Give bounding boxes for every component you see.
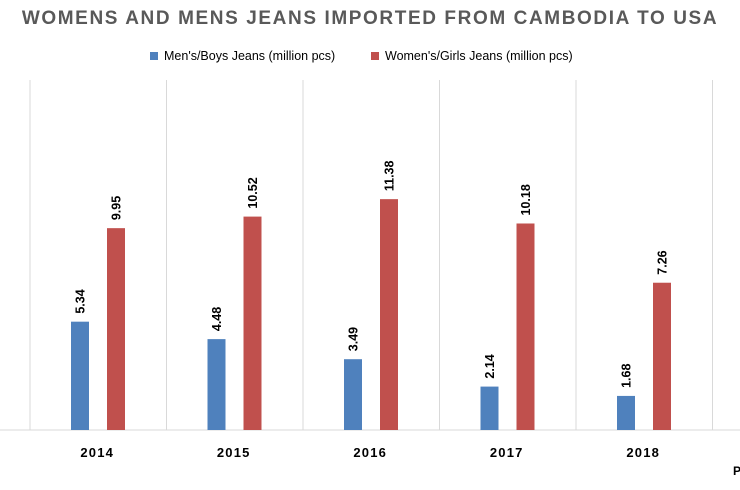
x-tick-label: 2016 [353, 445, 387, 460]
data-label-men: 1.68 [620, 364, 634, 388]
chart-title: WOMENS AND MENS JEANS IMPORTED FROM CAMB… [21, 8, 719, 29]
bar-men [344, 359, 362, 430]
data-label-women: 9.95 [110, 196, 124, 220]
legend-label-women: Women's/Girls Jeans (million pcs) [385, 49, 573, 63]
bars-group [71, 199, 671, 430]
bar-women [243, 216, 262, 430]
data-label-men: 4.48 [210, 307, 224, 331]
data-label-women: 7.26 [656, 250, 670, 274]
data-label-women: 10.52 [246, 177, 260, 208]
data-label-men: 2.14 [483, 354, 497, 378]
data-label-men: 3.49 [347, 327, 361, 351]
category-separators [29, 80, 713, 430]
x-tick-label: 2015 [217, 445, 251, 460]
bar-women [380, 199, 398, 430]
bar-women [653, 282, 671, 430]
bar-men [480, 386, 499, 430]
legend-item-women: Women's/Girls Jeans (million pcs) [371, 49, 573, 63]
x-tick-label: 2014 [80, 445, 114, 460]
bar-men [71, 321, 89, 430]
x-tick-label: 2018 [626, 445, 660, 460]
x-tick-labels: 2014 2015 2016 2017 2018 [80, 445, 660, 460]
x-tick-label: 2017 [490, 445, 524, 460]
data-label-women: 11.38 [383, 161, 397, 192]
chart-legend: Men's/Boys Jeans (million pcs) Women's/G… [0, 49, 740, 69]
bar-men [207, 339, 226, 430]
legend-swatch-men [150, 52, 158, 60]
legend-swatch-women [371, 52, 379, 60]
legend-label-men: Men's/Boys Jeans (million pcs) [164, 49, 336, 63]
corner-text: P [733, 464, 740, 478]
bar-women [516, 223, 535, 430]
data-label-men: 5.34 [74, 289, 88, 313]
bar-men [617, 395, 635, 430]
bar-women [107, 228, 125, 430]
data-label-women: 10.18 [519, 184, 533, 215]
data-labels-group: 5.34 9.95 4.48 10.52 3.49 11.38 2.14 10.18 1.68 7… [74, 161, 670, 388]
legend-item-men: Men's/Boys Jeans (million pcs) [150, 49, 335, 63]
